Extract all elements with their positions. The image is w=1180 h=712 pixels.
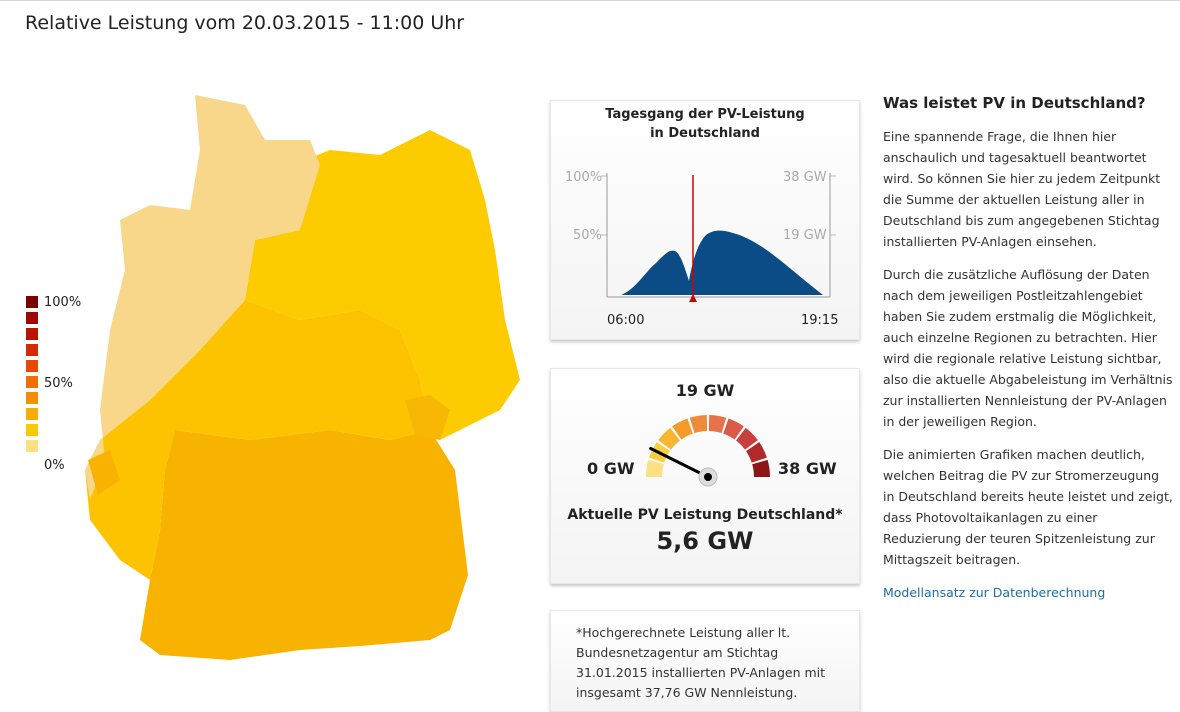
legend-swatch — [26, 408, 38, 420]
current-output-panel: 19 GW 0 GW 38 GW Aktuelle PV Leistung De… — [550, 368, 860, 584]
map-region-east[interactable] — [245, 130, 520, 440]
gauge-segment — [746, 442, 767, 463]
daily-curve-panel: Tagesgang der PV-Leistung in Deutschland… — [550, 100, 860, 340]
gauge-segment — [689, 415, 708, 434]
legend-swatch — [26, 312, 38, 324]
footnote-text: *Hochgerechnete Leistung aller lt. Bunde… — [576, 625, 826, 700]
gauge-segment — [723, 418, 744, 440]
x-end-label: 19:15 — [801, 313, 838, 328]
gauge-segments — [646, 415, 770, 477]
article: Was leistet PV in Deutschland? Eine span… — [883, 94, 1173, 601]
legend-swatch — [26, 376, 38, 388]
footnote-panel: *Hochgerechnete Leistung aller lt. Bunde… — [550, 610, 860, 712]
map-legend: 100% 50% 0% — [26, 296, 106, 476]
legend-swatch — [26, 360, 38, 372]
legend-swatch — [26, 328, 38, 340]
y-left-100: 100% — [565, 170, 602, 185]
legend-label-100: 100% — [44, 295, 82, 310]
map-region-northwest[interactable] — [85, 95, 320, 500]
current-output-label: Aktuelle PV Leistung Deutschland* — [567, 507, 843, 523]
germany-map[interactable] — [70, 80, 530, 704]
legend-swatch — [26, 296, 38, 308]
gauge-mid-label: 19 GW — [675, 381, 735, 400]
gauge — [646, 415, 770, 487]
gauge-segment — [646, 459, 664, 477]
gauge-segment — [672, 418, 693, 440]
article-heading: Was leistet PV in Deutschland? — [883, 94, 1146, 112]
article-paragraph: Die animierten Grafiken machen deutlich,… — [883, 447, 1173, 567]
gauge-hub-center — [704, 473, 712, 481]
article-paragraph: Durch die zusätzliche Auflösung der Date… — [883, 267, 1173, 429]
gauge-segment — [752, 459, 770, 477]
y-left-50: 50% — [573, 228, 602, 243]
gauge-segment — [736, 427, 758, 450]
current-output-value: 5,6 GW — [656, 527, 754, 555]
legend-swatch — [26, 424, 38, 436]
legend-swatch — [26, 392, 38, 404]
page-title: Relative Leistung vom 20.03.2015 - 11:00… — [25, 12, 465, 34]
map-region-southeast[interactable] — [405, 395, 450, 440]
gauge-max-label: 38 GW — [778, 459, 837, 478]
gauge-min-label: 0 GW — [587, 459, 635, 478]
gauge-segment — [708, 415, 727, 434]
pv-output-curve — [621, 230, 823, 295]
map-region-southwest[interactable] — [88, 450, 120, 495]
map-region-south[interactable] — [140, 430, 468, 660]
gauge-needle — [649, 446, 710, 479]
x-start-label: 06:00 — [607, 313, 644, 328]
top-divider — [0, 0, 1180, 1]
article-paragraph: Eine spannende Frage, die Ihnen hier ans… — [883, 129, 1161, 249]
map-region-middle[interactable] — [85, 300, 430, 580]
daily-curve-chart: 100% 50% 38 GW 19 GW 06:00 19:15 — [565, 170, 838, 328]
model-approach-link[interactable]: Modellansatz zur Datenberechnung — [883, 585, 1106, 600]
legend-label-50: 50% — [44, 376, 73, 391]
y-right-19: 19 GW — [783, 228, 827, 243]
legend-swatch — [26, 344, 38, 356]
y-right-38: 38 GW — [783, 170, 827, 185]
legend-label-0: 0% — [44, 458, 65, 473]
current-time-marker — [689, 294, 697, 302]
gauge-segment — [658, 427, 680, 450]
legend-swatch — [26, 440, 38, 452]
daily-curve-title: Tagesgang der PV-Leistung in Deutschland — [605, 107, 805, 141]
